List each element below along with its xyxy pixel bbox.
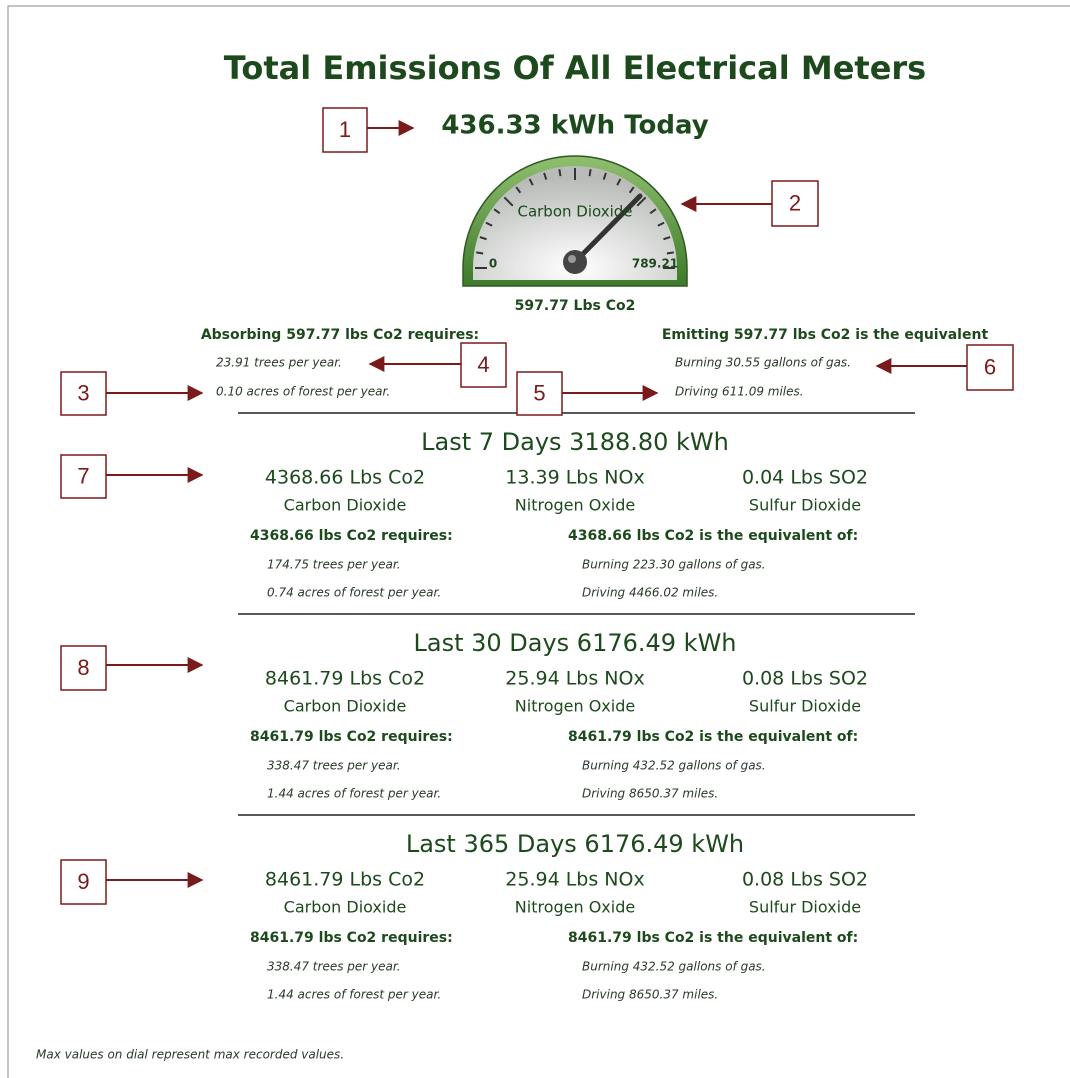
requires-heading: 4368.66 lbs Co2 requires: <box>250 528 453 544</box>
equivalent-heading: 8461.79 lbs Co2 is the equivalent of: <box>568 930 858 946</box>
gauge <box>462 155 688 287</box>
callout-box <box>516 371 563 416</box>
emit-line: Burning 30.55 gallons of gas. <box>675 356 851 370</box>
absorb-line: 0.10 acres of forest per year. <box>216 385 390 399</box>
gauge-tick <box>616 178 622 186</box>
stat-name: Carbon Dioxide <box>284 898 407 917</box>
requires-line: 1.44 acres of forest per year. <box>267 988 441 1002</box>
stat-value: 4368.66 Lbs Co2 <box>265 467 425 489</box>
gauge-reading: 597.77 Lbs Co2 <box>515 298 636 314</box>
gauge-tick <box>649 208 657 215</box>
stat-value: 8461.79 Lbs Co2 <box>265 869 425 891</box>
equivalent-line: Burning 432.52 gallons of gas. <box>582 759 766 773</box>
requires-heading: 8461.79 lbs Co2 requires: <box>250 729 453 745</box>
gauge-tick <box>476 251 484 255</box>
gauge-tick <box>602 172 607 180</box>
gauge-tick <box>666 251 674 255</box>
callout-number: 4 <box>477 352 489 377</box>
title: Total Emissions Of All Electrical Meters <box>224 49 926 87</box>
equivalent-line: Driving 4466.02 miles. <box>582 586 718 600</box>
callout-number: 7 <box>77 463 89 488</box>
stat-value: 8461.79 Lbs Co2 <box>265 668 425 690</box>
stat-name: Nitrogen Oxide <box>515 697 635 716</box>
callout-number: 5 <box>533 380 545 405</box>
callout-number: 8 <box>77 655 89 680</box>
stat-name: Nitrogen Oxide <box>515 496 635 515</box>
requires-line: 0.74 acres of forest per year. <box>267 586 441 600</box>
gauge-tick <box>479 236 487 241</box>
stat-name: Carbon Dioxide <box>284 496 407 515</box>
requires-heading: 8461.79 lbs Co2 requires: <box>250 930 453 946</box>
footer: Max values on dial represent max recorde… <box>36 1048 344 1062</box>
equivalent-line: Burning 432.52 gallons of gas. <box>582 960 766 974</box>
stat-value: 13.39 Lbs NOx <box>505 467 644 489</box>
callout-number: 3 <box>77 380 89 405</box>
callout-box <box>966 344 1014 391</box>
callout-number: 2 <box>789 190 801 215</box>
gauge-tick <box>558 169 562 177</box>
gauge-tick <box>485 221 493 227</box>
today: 436.33 kWh Today <box>441 111 708 141</box>
stat-name: Nitrogen Oxide <box>515 898 635 917</box>
equivalent-line: Driving 8650.37 miles. <box>582 988 718 1002</box>
gauge-tick <box>528 178 534 186</box>
requires-line: 338.47 trees per year. <box>267 759 401 773</box>
callout-box <box>60 454 107 499</box>
emit-heading: Emitting 597.77 lbs Co2 is the equivalen… <box>662 327 989 343</box>
equivalent-heading: 4368.66 lbs Co2 is the equivalent of: <box>568 528 858 544</box>
stat-value: 25.94 Lbs NOx <box>505 668 644 690</box>
gauge-tick <box>515 186 522 194</box>
stat-name: Sulfur Dioxide <box>749 898 861 917</box>
gauge-tick <box>636 196 647 207</box>
callout-number: 1 <box>339 117 351 142</box>
absorb-line: 23.91 trees per year. <box>216 356 342 370</box>
requires-line: 174.75 trees per year. <box>267 558 401 572</box>
stat-value: 25.94 Lbs NOx <box>505 869 644 891</box>
absorb-heading: Absorbing 597.77 lbs Co2 requires: <box>201 327 479 343</box>
gauge-tick <box>663 236 671 241</box>
gauge-tick <box>628 186 635 194</box>
gauge-tick <box>657 221 665 227</box>
frame <box>7 5 1070 1078</box>
gauge-label: Carbon Dioxide <box>517 203 632 221</box>
equivalent-heading: 8461.79 lbs Co2 is the equivalent of: <box>568 729 858 745</box>
stat-name: Carbon Dioxide <box>284 697 407 716</box>
gauge-tick <box>493 208 501 215</box>
stat-name: Sulfur Dioxide <box>749 697 861 716</box>
callout-box <box>60 371 107 416</box>
stat-name: Sulfur Dioxide <box>749 496 861 515</box>
gauge-tick <box>588 169 592 177</box>
stat-value: 0.08 Lbs SO2 <box>742 668 868 690</box>
gauge-tick <box>503 196 514 207</box>
gauge-max: 789.21 <box>632 257 678 271</box>
callout-box <box>322 107 368 153</box>
gauge-tick <box>543 172 548 180</box>
stat-value: 0.04 Lbs SO2 <box>742 467 868 489</box>
callout-box <box>460 342 507 388</box>
callout-number: 6 <box>984 354 996 379</box>
period-heading: Last 30 Days 6176.49 kWh <box>413 629 736 657</box>
emit-line: Driving 611.09 miles. <box>675 385 804 399</box>
callout-box <box>60 645 107 691</box>
stat-value: 0.08 Lbs SO2 <box>742 869 868 891</box>
callout-box <box>60 859 107 905</box>
period-heading: Last 365 Days 6176.49 kWh <box>406 830 744 858</box>
requires-line: 1.44 acres of forest per year. <box>267 787 441 801</box>
equivalent-line: Burning 223.30 gallons of gas. <box>582 558 766 572</box>
equivalent-line: Driving 8650.37 miles. <box>582 787 718 801</box>
period-heading: Last 7 Days 3188.80 kWh <box>421 428 729 456</box>
gauge-min: 0 <box>489 257 497 271</box>
callout-number: 9 <box>77 869 89 894</box>
requires-line: 338.47 trees per year. <box>267 960 401 974</box>
